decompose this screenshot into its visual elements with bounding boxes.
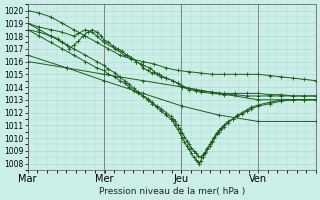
X-axis label: Pression niveau de la mer( hPa ): Pression niveau de la mer( hPa ) (99, 187, 245, 196)
